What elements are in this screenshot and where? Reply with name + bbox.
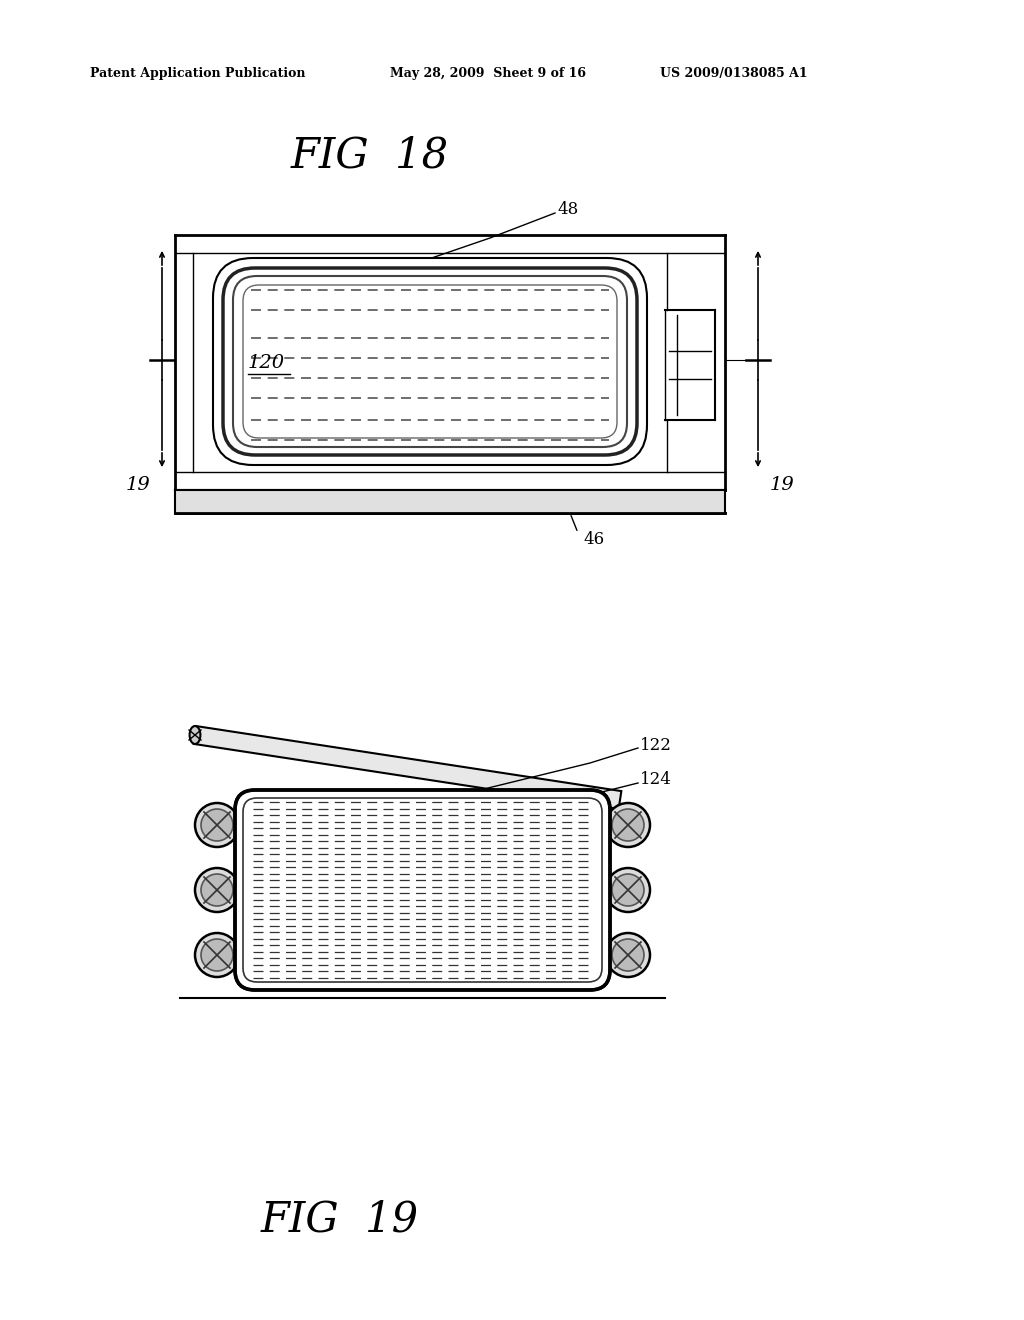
Ellipse shape [201,939,233,972]
Text: FIG  18: FIG 18 [291,135,450,176]
Ellipse shape [201,809,233,841]
Ellipse shape [612,939,644,972]
Text: 122: 122 [640,737,672,754]
Ellipse shape [189,726,201,744]
Text: 46: 46 [583,532,604,549]
Text: 124: 124 [640,771,672,788]
Ellipse shape [612,874,644,906]
Ellipse shape [195,869,239,912]
Bar [175,490,725,513]
Ellipse shape [195,803,239,847]
FancyBboxPatch shape [234,789,610,990]
FancyBboxPatch shape [233,276,627,447]
Text: Patent Application Publication: Patent Application Publication [90,66,305,79]
Ellipse shape [195,933,239,977]
Text: US 2009/0138085 A1: US 2009/0138085 A1 [660,66,808,79]
Ellipse shape [606,933,650,977]
Text: FIG  19: FIG 19 [261,1199,419,1241]
Text: 120: 120 [248,354,285,372]
Text: 19: 19 [770,477,795,494]
FancyBboxPatch shape [213,257,647,465]
Ellipse shape [612,809,644,841]
Ellipse shape [606,869,650,912]
Ellipse shape [606,803,650,847]
Text: 48: 48 [590,891,611,908]
Text: May 28, 2009  Sheet 9 of 16: May 28, 2009 Sheet 9 of 16 [390,66,586,79]
Text: 48: 48 [557,202,579,219]
Text: 19: 19 [126,477,151,494]
Ellipse shape [201,874,233,906]
FancyBboxPatch shape [243,285,617,438]
Polygon shape [194,726,622,809]
FancyBboxPatch shape [223,268,637,455]
